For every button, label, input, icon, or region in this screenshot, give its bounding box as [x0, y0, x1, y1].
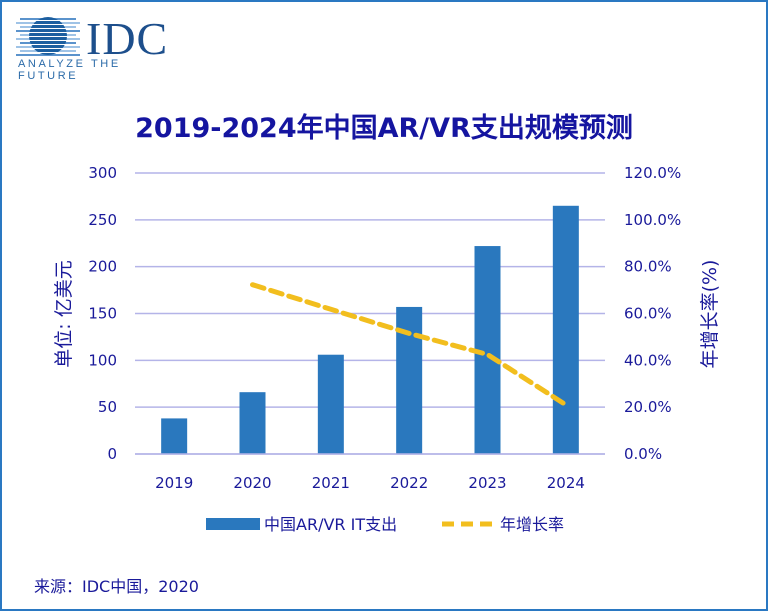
- logo-globe-band: [29, 49, 67, 52]
- y2-tick-label: 100.0%: [624, 211, 681, 229]
- legend-bar-swatch: [206, 518, 260, 530]
- source-note: 来源：IDC中国，2020: [34, 577, 199, 596]
- legend-line-label: 年增长率: [500, 515, 564, 534]
- y-tick-label: 200: [88, 258, 117, 276]
- y-tick-label: 0: [107, 445, 117, 463]
- logo-globe-band: [29, 33, 67, 36]
- bar-2019: [161, 418, 188, 454]
- y2-tick-label: 80.0%: [624, 258, 672, 276]
- y-tick-label: 150: [88, 305, 117, 323]
- logo-globe-band: [29, 41, 67, 44]
- logo-globe-band: [29, 17, 67, 20]
- y2-tick-label: 20.0%: [624, 398, 672, 416]
- y2-tick-label: 60.0%: [624, 305, 672, 323]
- idc-logo: IDC ANALYZE THE FUTURE: [16, 12, 186, 82]
- y-axis-title: 单位: 亿美元: [53, 260, 75, 367]
- x-tick-label: 2023: [468, 474, 506, 492]
- y2-tick-label: 0.0%: [624, 445, 662, 463]
- globe-stripes-icon: [16, 17, 80, 56]
- x-tick-label: 2022: [390, 474, 428, 492]
- legend-bar-label: 中国AR/VR IT支出: [264, 515, 397, 534]
- logo-globe-band: [29, 21, 67, 24]
- bar-2020: [239, 392, 266, 454]
- y-tick-label: 100: [88, 351, 117, 369]
- bar-2021: [317, 354, 344, 454]
- logo-globe-band: [29, 53, 67, 55]
- bar-2024: [552, 205, 579, 454]
- logo-globe-band: [29, 45, 67, 48]
- y-tick-label: 300: [88, 164, 117, 182]
- logo-globe-band: [29, 25, 67, 28]
- chart-title: 2019-2024年中国AR/VR支出规模预测: [135, 113, 633, 144]
- x-tick-label: 2020: [233, 474, 271, 492]
- y2-tick-label: 120.0%: [624, 164, 681, 182]
- y-tick-label: 50: [98, 398, 117, 416]
- y2-tick-label: 40.0%: [624, 351, 672, 369]
- logo-text: IDC: [86, 13, 169, 64]
- x-tick-label: 2019: [155, 474, 193, 492]
- logo-tagline: ANALYZE THE FUTURE: [18, 58, 121, 82]
- y-tick-label: 250: [88, 211, 117, 229]
- logo-globe-band: [29, 37, 67, 40]
- x-tick-label: 2021: [312, 474, 350, 492]
- y2-axis-title: 年增长率(%): [699, 260, 721, 369]
- x-tick-label: 2024: [547, 474, 585, 492]
- logo-globe-band: [29, 29, 67, 32]
